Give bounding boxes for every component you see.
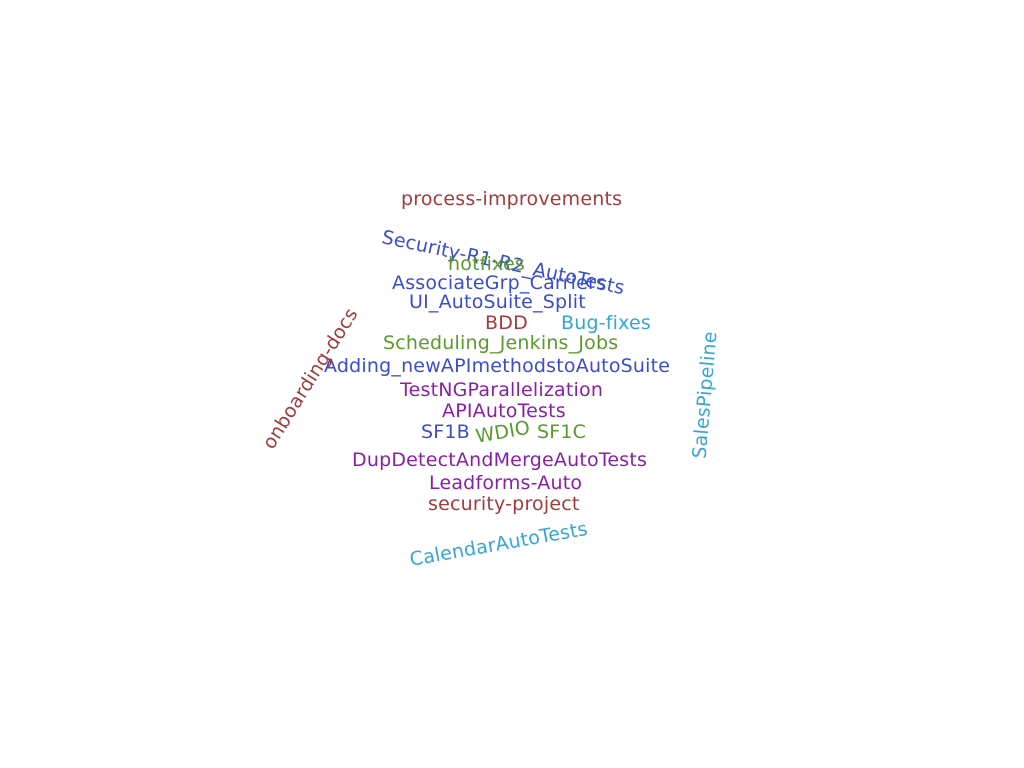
word-sf1b[interactable]: SF1B bbox=[421, 421, 470, 443]
word-apiautotests[interactable]: APIAutoTests bbox=[442, 400, 566, 422]
word-testngparallelization[interactable]: TestNGParallelization bbox=[400, 379, 604, 401]
word-sf1c[interactable]: SF1C bbox=[537, 421, 587, 443]
word-hotfixes[interactable]: hotfixes bbox=[448, 253, 525, 275]
word-onboarding-docs[interactable]: onboarding-docs bbox=[258, 304, 363, 454]
word-adding-newapimethodstoautosuite[interactable]: Adding_newAPImethodstoAutoSuite bbox=[324, 355, 671, 377]
word-process-improvements[interactable]: process-improvements bbox=[401, 188, 623, 210]
word-wdio[interactable]: WDIO bbox=[474, 416, 532, 448]
word-associategrp-carriers[interactable]: AssociateGrp_Carriers bbox=[392, 272, 607, 294]
word-dupdetectandmergeautotests[interactable]: DupDetectAndMergeAutoTests bbox=[352, 449, 648, 471]
word-leadforms-auto[interactable]: Leadforms-Auto bbox=[429, 472, 583, 494]
word-security-project[interactable]: security-project bbox=[428, 493, 580, 515]
word-ui-autosuite-split[interactable]: UI_AutoSuite_Split bbox=[409, 291, 586, 313]
word-calendarautotests[interactable]: CalendarAutoTests bbox=[408, 517, 590, 571]
word-salespipeline[interactable]: SalesPipeline bbox=[688, 330, 722, 460]
word-scheduling-jenkins-jobs[interactable]: Scheduling_Jenkins_Jobs bbox=[383, 332, 619, 354]
word-bug-fixes[interactable]: Bug-fixes bbox=[561, 312, 652, 334]
word-bdd[interactable]: BDD bbox=[485, 312, 528, 334]
